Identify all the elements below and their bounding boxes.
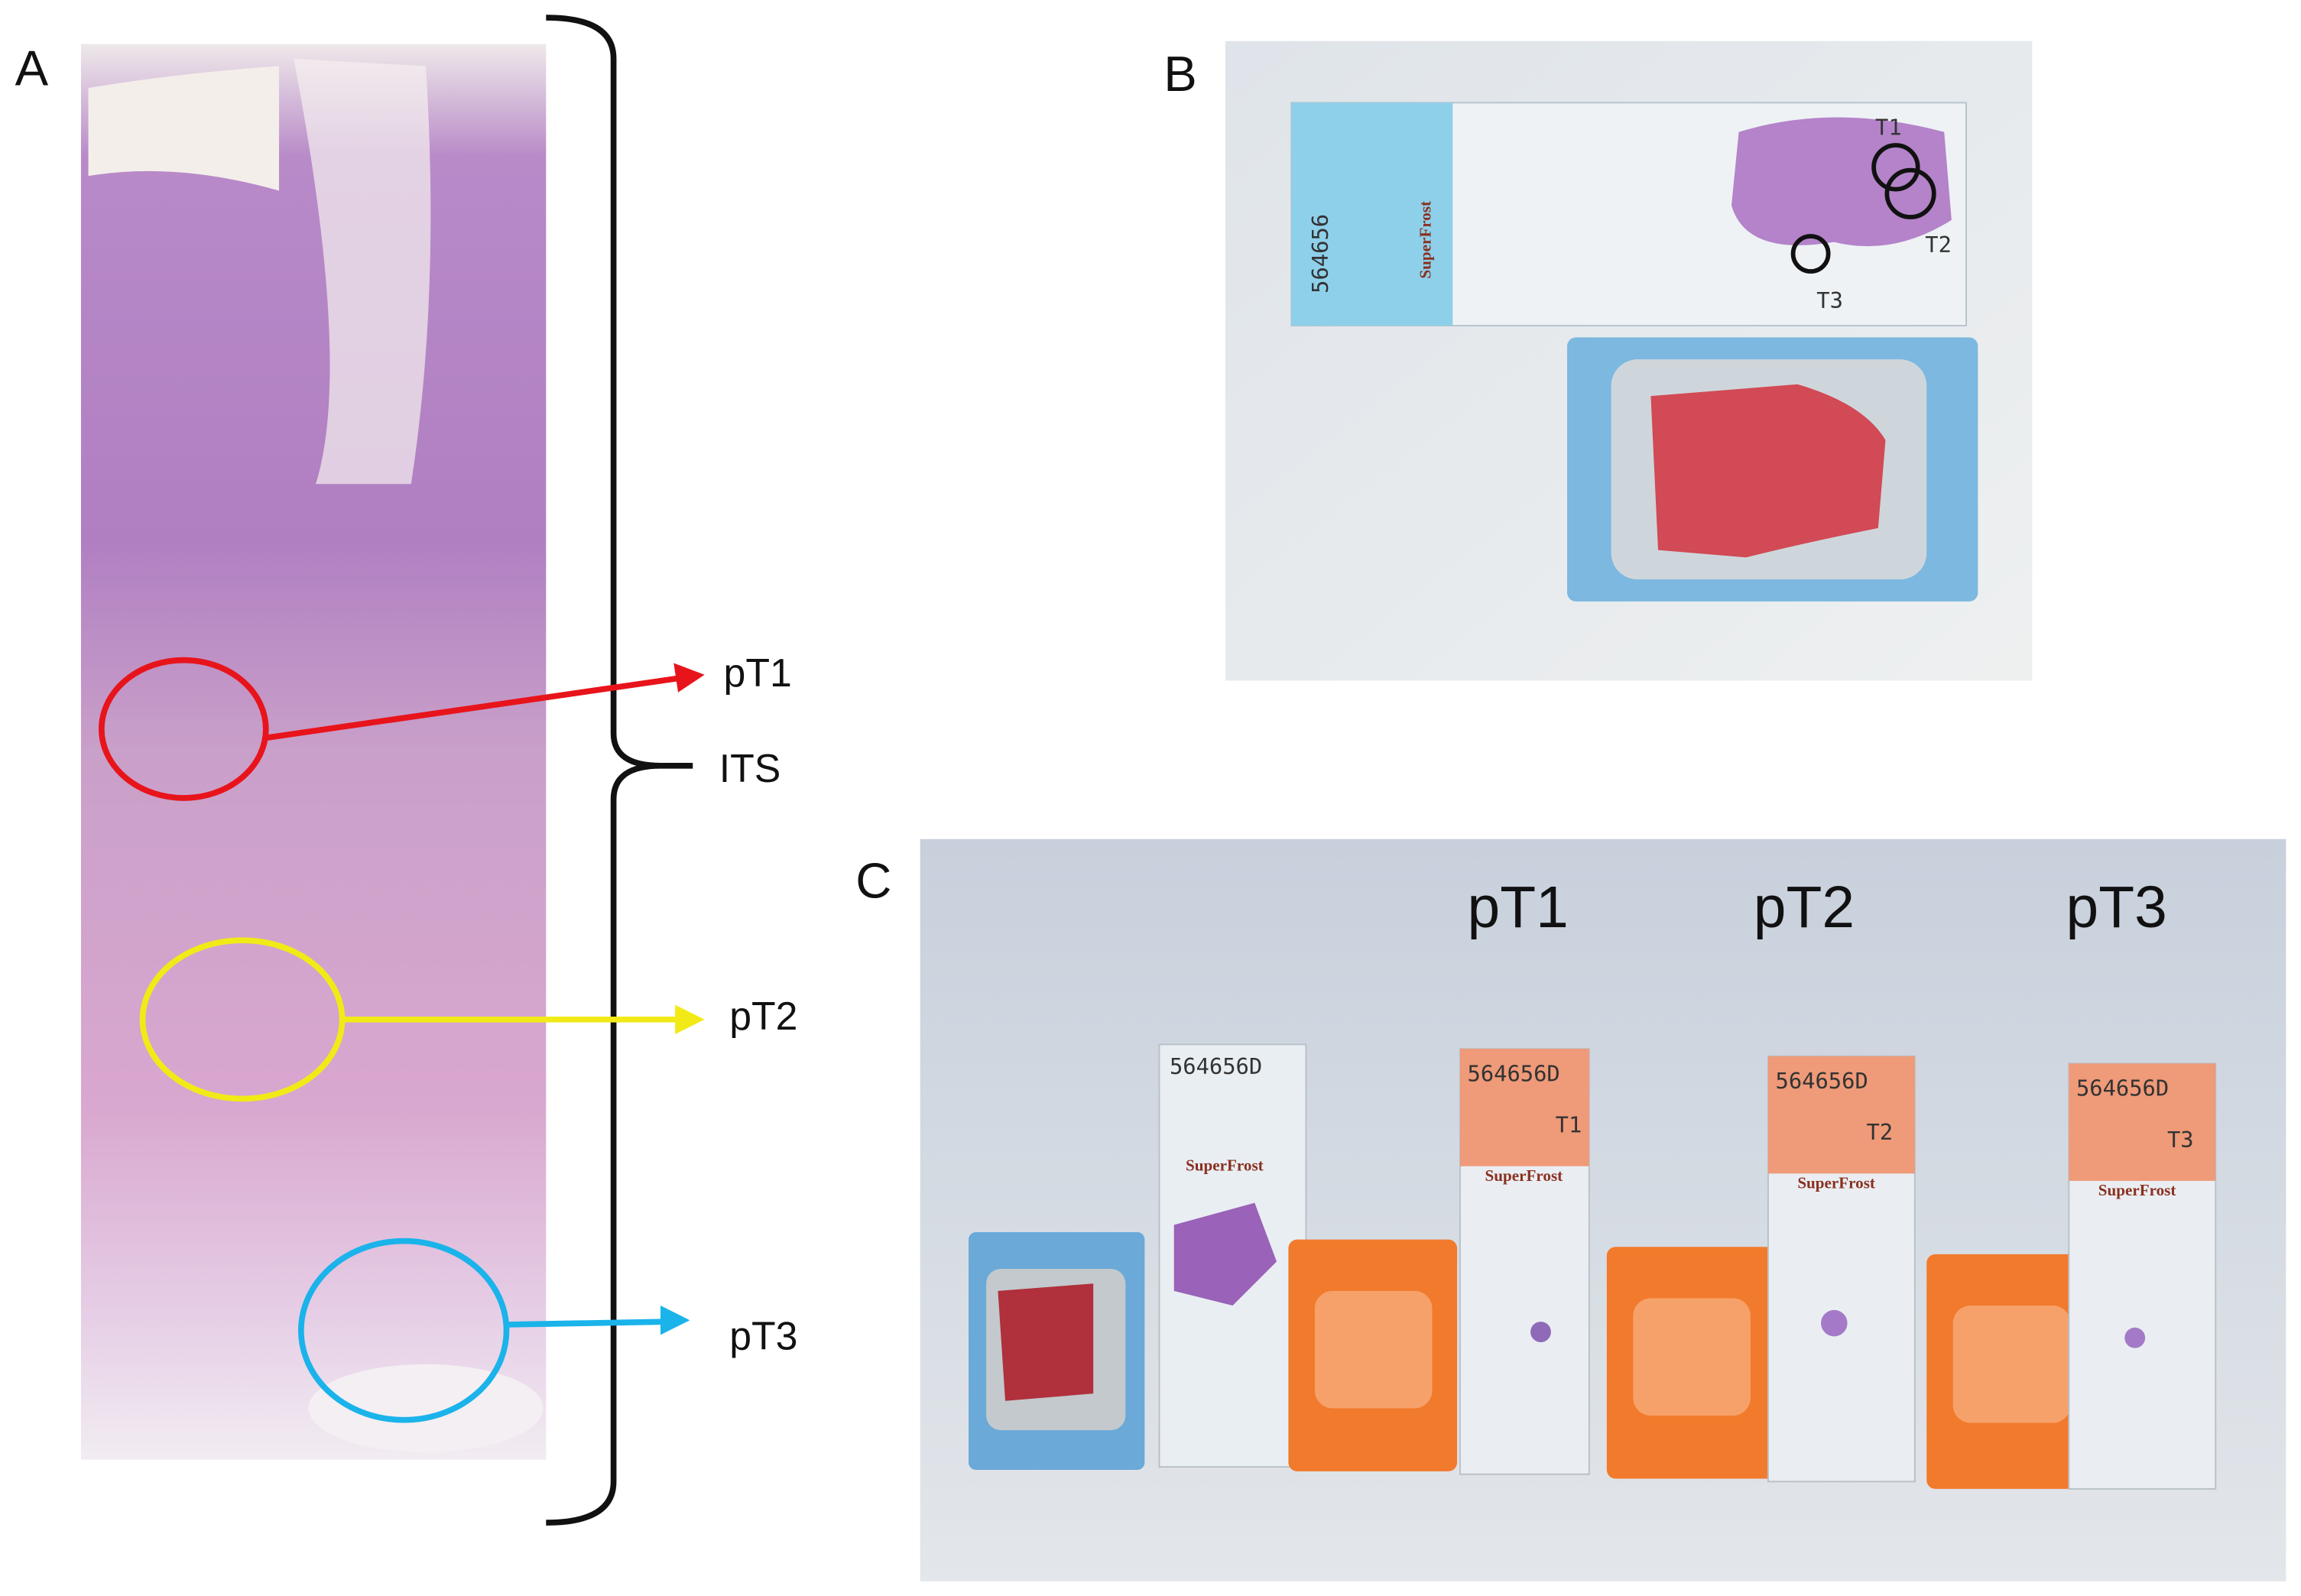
slide-text: 564656D (2076, 1075, 2169, 1101)
sample-group: 564656D T3 SuperFrost (1926, 1062, 2217, 1490)
slide-label (1459, 1049, 1589, 1166)
arrow-head (660, 1306, 690, 1335)
slide-text: SuperFrost (1186, 1156, 1264, 1174)
slide-text: T2 (1925, 232, 1952, 258)
slide-text: 564656D (1776, 1068, 1868, 1094)
slide-label (1291, 102, 1453, 326)
tissue-section (1821, 1309, 1848, 1337)
slide-text: T2 (1867, 1119, 1894, 1145)
tissue-section (1530, 1322, 1551, 1342)
cassette-lid (1633, 1298, 1751, 1416)
tissue-section (1731, 117, 1952, 247)
slide-text: SuperFrost (1797, 1173, 1875, 1192)
tissue-gap (88, 66, 280, 191)
tissue-section (1173, 1202, 1277, 1306)
mark-circle (1884, 167, 1936, 219)
annotation: ITS (719, 746, 781, 790)
column-label: pT1 (1468, 875, 1569, 940)
histology-image (80, 44, 547, 1460)
tissue-gap (294, 58, 431, 485)
mark-circle (1871, 143, 1920, 192)
sample-group: 564656D T1 SuperFrost (1288, 1048, 1590, 1475)
slide-text: SuperFrost (1417, 201, 1435, 279)
slide-text: T1 (1875, 115, 1902, 141)
slide-text: 564656 (1307, 214, 1333, 294)
column-label: pT3 (2066, 875, 2167, 940)
slide-text: T3 (2167, 1127, 2194, 1153)
panel-label: C (855, 853, 891, 909)
slide-label (1767, 1056, 1915, 1174)
slide-text: 564656D (1170, 1053, 1262, 1079)
annotation: pT1 (724, 650, 792, 695)
mark-circle (1790, 234, 1831, 274)
tissue-section (2124, 1327, 2146, 1348)
slide-text: SuperFrost (1485, 1166, 1563, 1185)
cassette-lid (1952, 1306, 2071, 1423)
cassette-lid (1314, 1290, 1433, 1409)
fat-area (308, 1364, 544, 1452)
arrow-head (673, 663, 705, 693)
slide-text: 564656D (1468, 1060, 1560, 1086)
panel-label: B (1163, 46, 1197, 102)
brace (546, 15, 661, 1526)
annotation: pT2 (729, 994, 797, 1038)
tissue-block (1650, 384, 1886, 558)
tissue-block (998, 1283, 1094, 1401)
arrow (506, 1319, 668, 1328)
column-label: pT2 (1754, 875, 1855, 940)
region-circle (297, 1238, 510, 1423)
annotation: pT3 (729, 1314, 797, 1358)
region-circle (98, 657, 269, 801)
panel-label: A (15, 40, 49, 96)
slide-label (2069, 1063, 2216, 1181)
slide-text: T3 (1816, 287, 1843, 313)
sample-group: 564656D T2 SuperFrost (1606, 1055, 1916, 1483)
arrow (265, 674, 683, 741)
slide-text: SuperFrost (2098, 1181, 2176, 1199)
slide-text: T1 (1556, 1112, 1582, 1138)
arrow-head (675, 1004, 705, 1034)
